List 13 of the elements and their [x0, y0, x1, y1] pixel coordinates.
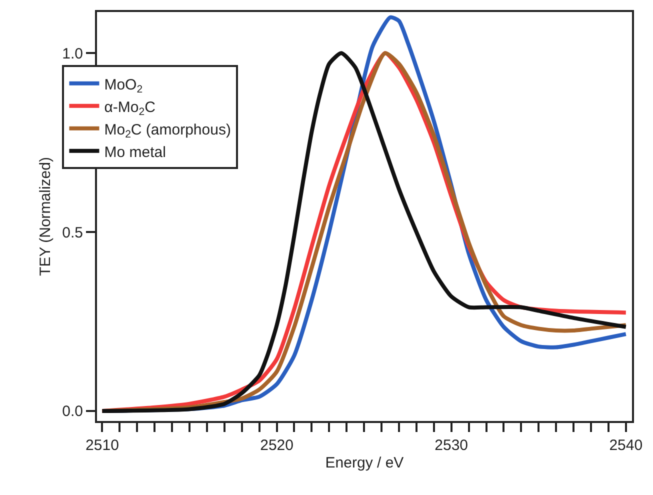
legend-label: α-Mo$_{2}$C [104, 98, 156, 118]
x-tick-label: 2530 [434, 437, 468, 454]
legend-label: Mo metal [104, 144, 166, 161]
x-tick-label: 2510 [86, 437, 119, 454]
y-axis-title: TEY (Normalized) [36, 157, 54, 276]
y-tick-label: 0.0 [62, 403, 83, 420]
legend-label: Mo$_{2}$C (amorphous) [104, 121, 231, 140]
x-axis-title: Energy / eV [325, 454, 404, 472]
x-tick-label: 2540 [609, 437, 643, 454]
legend-label: MoO$_{2}$ [104, 76, 143, 96]
y-tick-label: 0.5 [62, 224, 83, 242]
y-tick-label: 1.0 [62, 45, 83, 62]
x-tick-label: 2520 [260, 437, 294, 454]
